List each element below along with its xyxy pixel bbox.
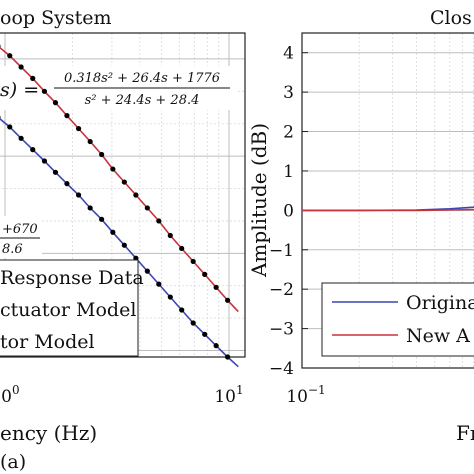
left-data-point xyxy=(110,229,116,235)
right-x-axis-label: Fr xyxy=(456,421,474,445)
right-y-tick-label: −3 xyxy=(269,320,294,340)
equation-lower: +670 8.6 xyxy=(0,216,42,258)
equation-upper: s) = 0.318s² + 26.4s + 1776 s² + 24.4s +… xyxy=(0,66,236,110)
left-legend-entry-2: ctuator Model xyxy=(0,299,136,321)
left-x-tick-labels: 100 101 xyxy=(0,383,244,407)
left-data-point xyxy=(87,205,93,211)
right-chart-title: Clos xyxy=(430,7,472,29)
left-legend-entry-1: Response Data xyxy=(0,267,144,289)
left-plot-frame xyxy=(0,32,246,358)
right-y-tick-label: −2 xyxy=(269,280,294,300)
left-data-point xyxy=(99,216,105,222)
equation-upper-lhs: s) = xyxy=(0,79,39,101)
left-data-point xyxy=(41,158,48,164)
left-data-point xyxy=(225,297,231,303)
left-series-line-2 xyxy=(0,46,239,313)
right-legend: Origina New A xyxy=(321,282,474,357)
left-data-point xyxy=(75,125,82,132)
right-series-line-1 xyxy=(302,208,474,212)
left-data-point xyxy=(41,88,48,94)
right-legend-entry-2: New A xyxy=(406,325,470,347)
left-x-tick-label: 101 xyxy=(214,383,243,407)
right-x-tick-labels: 10−1 xyxy=(286,383,325,407)
left-data-point xyxy=(225,354,231,360)
left-data-point xyxy=(133,192,139,198)
left-series-line-3 xyxy=(0,117,239,368)
left-data-point xyxy=(202,331,208,337)
left-chart-title: oop System xyxy=(0,7,111,29)
right-y-tick-labels: −4 −3 −2 −1 0 1 2 3 4 xyxy=(269,44,294,379)
equation-lower-numerator: +670 xyxy=(2,222,38,237)
equation-upper-denominator: s² + 24.4s + 28.4 xyxy=(85,93,200,108)
left-legend: Response Data ctuator Model tor Model xyxy=(0,259,144,357)
right-x-tick-label: 10−1 xyxy=(286,383,325,407)
left-data-point xyxy=(110,166,116,172)
left-data-point xyxy=(52,100,59,106)
right-y-tick-label: 1 xyxy=(283,162,294,182)
left-data-point xyxy=(7,53,13,59)
left-data-point xyxy=(213,343,219,349)
left-data-point xyxy=(7,124,13,130)
left-data-point xyxy=(121,179,127,185)
left-data-point xyxy=(202,271,208,277)
left-data-point xyxy=(121,242,127,248)
right-plot-frame xyxy=(301,32,474,369)
left-data-point xyxy=(179,307,185,313)
left-data-point xyxy=(52,169,59,175)
left-data-point xyxy=(30,147,36,153)
left-legend-box xyxy=(0,259,139,357)
left-data-point xyxy=(18,135,24,141)
left-data-point xyxy=(18,64,24,70)
right-y-tick-label: 0 xyxy=(283,201,294,221)
left-data-point xyxy=(87,138,93,145)
left-data-point xyxy=(179,245,185,252)
left-legend-entry-3: tor Model xyxy=(0,331,95,353)
left-data-point xyxy=(167,294,173,300)
right-y-tick-label: 3 xyxy=(283,83,294,103)
right-y-tick-label: −1 xyxy=(269,241,294,261)
left-data-point xyxy=(99,151,105,158)
right-chart: Clos Amplitude (dB) −4 −3 −2 −1 0 1 2 3 4 Origin… xyxy=(247,7,474,445)
right-series xyxy=(302,206,474,212)
left-data-point xyxy=(213,284,219,290)
left-data-point xyxy=(190,258,196,265)
left-data-point xyxy=(64,181,70,187)
left-x-axis-label: ency (Hz) xyxy=(0,421,97,445)
equation-upper-numerator: 0.318s² + 26.4s + 1776 xyxy=(64,71,220,86)
left-data-point xyxy=(156,281,162,287)
left-data-point xyxy=(144,268,150,274)
right-legend-entry-1: Origina xyxy=(406,292,474,314)
left-data-point xyxy=(156,218,162,224)
left-chart: oop System s) = 0.318s² + 26.4s + 1776 s… xyxy=(0,7,246,473)
right-y-axis-label: Amplitude (dB) xyxy=(247,123,271,278)
left-data-point xyxy=(75,192,82,198)
right-y-tick-label: 4 xyxy=(283,44,294,64)
left-series xyxy=(0,44,239,368)
left-data-point xyxy=(64,113,70,119)
left-x-tick-label: 100 xyxy=(0,383,20,407)
left-data-point xyxy=(190,320,196,326)
equation-lower-denominator: 8.6 xyxy=(2,242,23,257)
left-data-point xyxy=(0,115,1,119)
equation-lower-bg xyxy=(0,216,42,258)
left-data-point xyxy=(133,255,139,261)
left-data-point xyxy=(144,205,150,211)
left-data-point xyxy=(167,232,173,239)
left-data-point xyxy=(0,44,1,48)
left-data-point xyxy=(30,75,36,81)
figure-caption: (a) xyxy=(0,451,26,473)
right-legend-box xyxy=(321,282,474,357)
right-y-tick-label: 2 xyxy=(283,123,294,143)
right-y-tick-label: −4 xyxy=(269,359,294,379)
